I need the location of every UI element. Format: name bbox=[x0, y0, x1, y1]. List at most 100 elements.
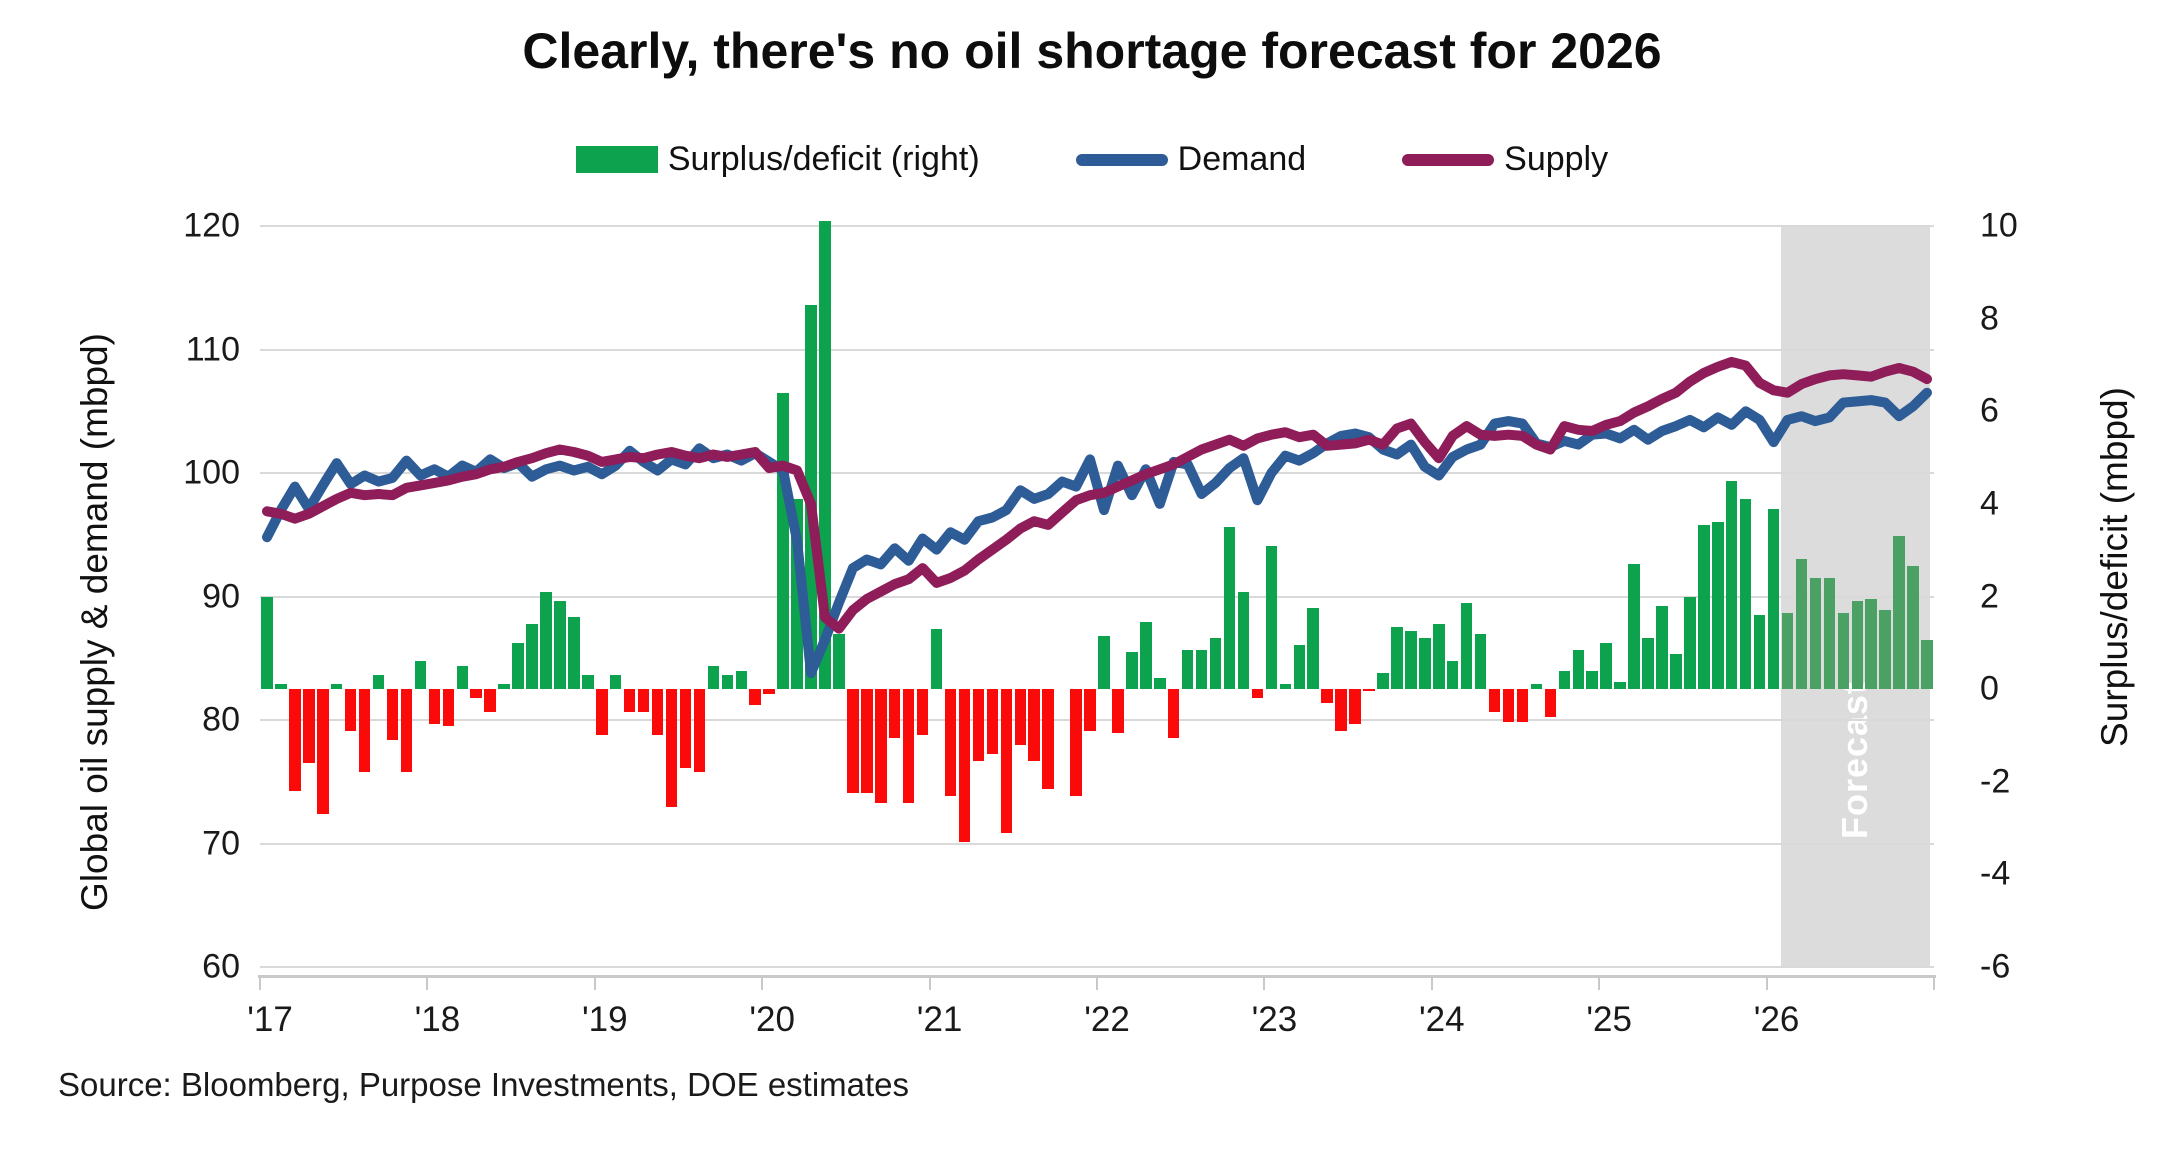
surplus-bar bbox=[428, 689, 441, 724]
surplus-bar bbox=[1391, 626, 1403, 690]
surplus-bar bbox=[721, 675, 734, 690]
x-axis-tick bbox=[1096, 975, 1098, 990]
surplus-bar bbox=[1921, 640, 1933, 690]
surplus-bar bbox=[317, 689, 329, 815]
surplus-bar bbox=[833, 633, 845, 690]
x-axis-tick-label: '18 bbox=[414, 1000, 461, 1039]
surplus-bar bbox=[1265, 545, 1278, 690]
surplus-bar bbox=[289, 689, 301, 791]
surplus-bar bbox=[344, 689, 357, 731]
surplus-bar bbox=[665, 689, 678, 808]
surplus-bar bbox=[847, 689, 859, 794]
legend-item-supply: Supply bbox=[1402, 140, 1608, 179]
surplus-bar bbox=[1167, 689, 1180, 738]
right-axis-title: Surplus/deficit (mbpd) bbox=[2094, 386, 2135, 747]
surplus-bar bbox=[791, 499, 803, 690]
gridline bbox=[260, 225, 1934, 227]
y-axis-right-tick-label: -4 bbox=[1980, 854, 2011, 893]
surplus-bar bbox=[1307, 608, 1319, 690]
surplus-bar bbox=[1446, 661, 1459, 690]
surplus-bar bbox=[1809, 577, 1822, 690]
surplus-bar bbox=[1725, 480, 1738, 690]
surplus-bar bbox=[944, 689, 957, 796]
surplus-bar bbox=[1433, 624, 1445, 690]
y-axis-right-tick-label: 2 bbox=[1980, 577, 1999, 615]
surplus-bar bbox=[1335, 689, 1347, 731]
x-axis-tick bbox=[928, 975, 931, 990]
x-axis-tick bbox=[1598, 975, 1601, 990]
surplus-bar bbox=[623, 689, 636, 713]
y-axis-right-tick-label: 4 bbox=[1980, 484, 1999, 523]
x-axis-tick-label: '24 bbox=[1418, 1000, 1465, 1039]
surplus-bar bbox=[1544, 689, 1557, 717]
forecast-label: Forecast bbox=[1834, 680, 1876, 840]
surplus-bar bbox=[1572, 649, 1585, 690]
surplus-bar bbox=[261, 596, 273, 690]
surplus-bar bbox=[1712, 522, 1724, 690]
surplus-bar bbox=[1670, 654, 1682, 690]
surplus-bar bbox=[554, 601, 566, 690]
surplus-bar bbox=[1488, 689, 1501, 713]
surplus-bar bbox=[582, 675, 594, 690]
surplus-bar bbox=[819, 221, 831, 690]
surplus-bar bbox=[1209, 638, 1222, 690]
gridline bbox=[260, 966, 1934, 968]
surplus-bar bbox=[540, 591, 552, 690]
y-axis-right-tick-label: -2 bbox=[1980, 762, 2011, 801]
surplus-bar bbox=[916, 689, 929, 736]
surplus-bar bbox=[1098, 635, 1110, 690]
surplus-bar bbox=[1907, 566, 1919, 690]
surplus-bar bbox=[1405, 631, 1417, 690]
y-axis-left-tick-label: 60 bbox=[202, 947, 240, 986]
surplus-bar bbox=[1237, 591, 1250, 690]
surplus-bar bbox=[1753, 615, 1766, 690]
surplus-bar bbox=[1112, 689, 1124, 734]
x-axis-tick bbox=[1765, 975, 1768, 990]
x-axis-tick-label: '23 bbox=[1251, 1000, 1298, 1039]
surplus-bar bbox=[1293, 645, 1306, 690]
surplus-bar bbox=[679, 689, 692, 768]
surplus-bar bbox=[861, 689, 873, 794]
supply-line-icon bbox=[1402, 153, 1495, 166]
x-axis-tick bbox=[426, 975, 429, 990]
y-axis-left-tick-label: 100 bbox=[183, 453, 240, 492]
surplus-bar bbox=[1028, 689, 1040, 761]
gridline bbox=[260, 472, 1934, 474]
gridline bbox=[260, 719, 1934, 721]
surplus-bar bbox=[456, 665, 469, 690]
surplus-bar bbox=[1614, 682, 1626, 690]
surplus-bar bbox=[1628, 564, 1640, 690]
surplus-bar bbox=[1321, 689, 1333, 704]
surplus-bar bbox=[358, 689, 371, 773]
y-axis-right-tick-label: 10 bbox=[1980, 206, 2018, 245]
surplus-bar bbox=[470, 689, 482, 699]
y-axis-right-tick-label: -6 bbox=[1980, 947, 2011, 986]
surplus-bar bbox=[1600, 642, 1612, 690]
surplus-bar bbox=[1586, 670, 1598, 690]
y-axis-right-tick-label: 8 bbox=[1980, 299, 1999, 338]
gridline bbox=[260, 595, 1934, 598]
x-axis-tick-label: '26 bbox=[1753, 1000, 1800, 1039]
surplus-bar bbox=[1070, 689, 1082, 796]
surplus-bar bbox=[1014, 689, 1027, 745]
surplus-bar bbox=[512, 642, 524, 690]
x-axis-tick-label: '21 bbox=[916, 1000, 963, 1039]
surplus-bar bbox=[414, 661, 427, 690]
surplus-bar bbox=[400, 689, 413, 773]
surplus-bar bbox=[372, 675, 385, 690]
x-axis-tick bbox=[593, 975, 596, 990]
surplus-bar bbox=[1126, 652, 1138, 690]
surplus-bar bbox=[1684, 596, 1696, 690]
surplus-bar bbox=[1865, 598, 1877, 690]
legend-item-demand: Demand bbox=[1075, 140, 1307, 179]
surplus-bar bbox=[568, 617, 580, 690]
surplus-bar bbox=[1084, 689, 1096, 731]
legend-demand-label: Demand bbox=[1177, 140, 1307, 178]
legend: Surplus/deficit (right) Demand Supply bbox=[0, 140, 2184, 179]
gridline bbox=[260, 348, 1934, 351]
surplus-swatch-icon bbox=[575, 146, 658, 173]
surplus-bar bbox=[972, 689, 985, 761]
surplus-bar bbox=[275, 684, 287, 690]
x-axis-tick-label: '22 bbox=[1084, 1000, 1130, 1039]
